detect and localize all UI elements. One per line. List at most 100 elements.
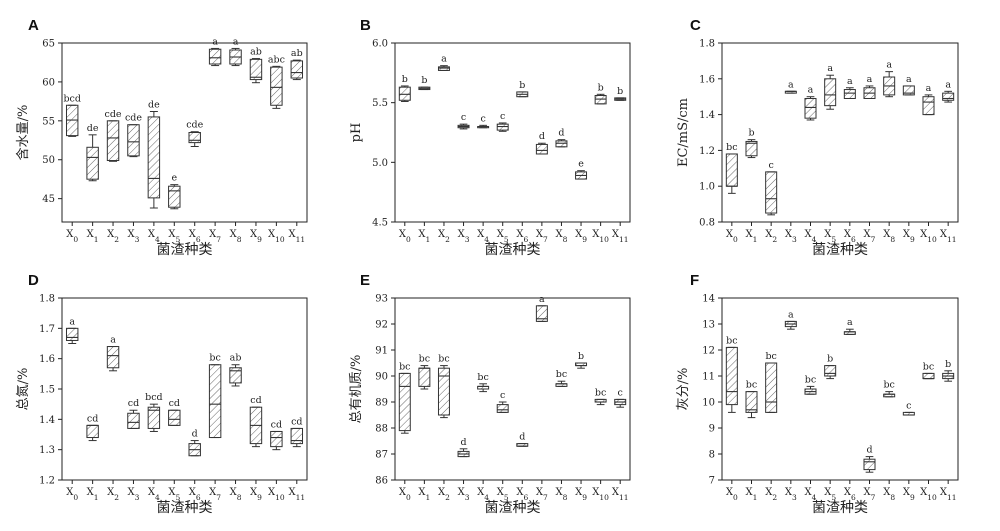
box-x11: b (614, 86, 627, 101)
significance-label: a (441, 54, 447, 65)
x-tick-label: X10 (592, 487, 609, 502)
panel-a: A 45 50 55 60 65 含水量/% X0 X1 X2 X3 X4 X5 X6 X7 X8 X9 X10 X… (15, 17, 308, 257)
significance-label: a (808, 85, 814, 96)
box-x6: a (843, 317, 856, 335)
x-tick-label: X7 (209, 229, 221, 244)
x-tick-label: X6 (189, 487, 201, 502)
panel-d: D 1.2 1.3 1.4 1.5 1.6 1.7 1.8 总氮/% X0 X1 X2 X3 X4 X5 X6… (16, 272, 308, 515)
x-tick-label: X3 (128, 487, 140, 502)
plot-frame (61, 297, 308, 481)
box-body (65, 327, 79, 341)
box-body (804, 97, 817, 119)
significance-label: a (233, 36, 239, 47)
x-tick-label: X10 (268, 487, 285, 502)
box-x1: de (86, 123, 99, 182)
box-x7: bc (208, 353, 222, 439)
box-x5: b (824, 354, 837, 380)
box-body (765, 171, 778, 214)
box-body (824, 365, 837, 377)
x-tick-label: X11 (940, 487, 957, 502)
box-body (106, 346, 120, 369)
significance-label: cd (291, 416, 302, 427)
plot-frame (721, 297, 959, 481)
y-tick-label: 93 (375, 294, 388, 305)
significance-label: bc (419, 354, 430, 365)
significance-label: abc (268, 54, 285, 65)
box-x1: bc (745, 380, 758, 419)
significance-label: d (192, 429, 198, 440)
x-tick-label: X2 (107, 487, 119, 502)
significance-label: a (788, 79, 794, 90)
x-tick-label: X3 (128, 229, 140, 244)
significance-label: d (558, 128, 564, 139)
significance-label: bc (399, 361, 410, 372)
significance-label: e (578, 159, 584, 170)
x-tick-label: X6 (516, 487, 528, 502)
x-tick-label: X11 (612, 229, 629, 244)
x-tick-label: X9 (575, 229, 587, 244)
x-tick-label: X3 (785, 229, 797, 244)
y-tick-label: 92 (375, 320, 388, 331)
significance-label: cde (105, 109, 122, 120)
y-tick-label: 5.5 (372, 98, 388, 109)
box-body (229, 367, 242, 384)
x-tick-label: X10 (592, 229, 609, 244)
box-x7: d (863, 445, 876, 473)
significance-label: b (748, 128, 754, 139)
box-x6: cde (186, 120, 204, 148)
box-body (535, 143, 548, 155)
box-body (942, 92, 955, 101)
x-axis-title: 菌渣种类 (157, 241, 213, 257)
plot-frame (394, 42, 631, 223)
significance-label: ab (291, 48, 303, 59)
box-x4: bc (804, 374, 817, 395)
box-body (168, 409, 181, 426)
significance-label: a (886, 60, 892, 71)
panel-letter: F (690, 272, 699, 289)
box-body (208, 48, 222, 65)
box-body (127, 412, 140, 429)
significance-label: cde (125, 113, 142, 124)
box-x4: bcd (145, 392, 163, 432)
box-body (168, 185, 181, 208)
y-tick-label: 1.8 (699, 39, 715, 50)
box-x0: bc (398, 361, 411, 434)
box-body (922, 372, 935, 380)
x-tick-label: X1 (746, 487, 758, 502)
significance-label: a (827, 63, 833, 74)
box-x0: bc (725, 142, 738, 194)
x-tick-label: X8 (883, 229, 895, 244)
x-tick-label: X4 (148, 229, 160, 244)
significance-label: b (578, 351, 584, 362)
x-tick-label: X1 (418, 229, 430, 244)
box-x6: a (843, 76, 856, 99)
x-tick-label: X11 (612, 487, 629, 502)
x-tick-label: X10 (268, 229, 285, 244)
box-body (745, 391, 758, 413)
y-axis-title: 总有机质/% (349, 355, 364, 424)
box-body (824, 78, 837, 107)
box-x0: bcd (63, 93, 81, 137)
box-x11: c (614, 387, 627, 408)
significance-label: ab (230, 353, 242, 364)
box-x0: bc (725, 335, 738, 413)
x-tick-label: X0 (66, 487, 78, 502)
significance-label: bcd (145, 392, 162, 403)
box-body (249, 58, 263, 81)
box-x7: a (535, 294, 548, 322)
y-tick-label: 11 (702, 372, 715, 383)
box-body (902, 85, 915, 96)
significance-label: e (171, 173, 177, 184)
x-tick-label: X6 (516, 229, 528, 244)
box-x3: d (457, 437, 470, 458)
significance-label: a (867, 74, 873, 85)
significance-label: de (87, 123, 99, 134)
x-tick-label: X4 (805, 487, 817, 502)
box-x0: a (65, 316, 79, 344)
box-x11: ab (290, 48, 304, 81)
significance-label: d (460, 437, 466, 448)
box-x2: bc (765, 351, 778, 413)
significance-label: bc (805, 374, 816, 385)
panel-c: C 0.8 1.0 1.2 1.4 1.6 1.8 EC/mS/cm X0 X1 X2 X3 X4 X5 X… (676, 17, 959, 257)
box-x3: a (784, 79, 797, 94)
